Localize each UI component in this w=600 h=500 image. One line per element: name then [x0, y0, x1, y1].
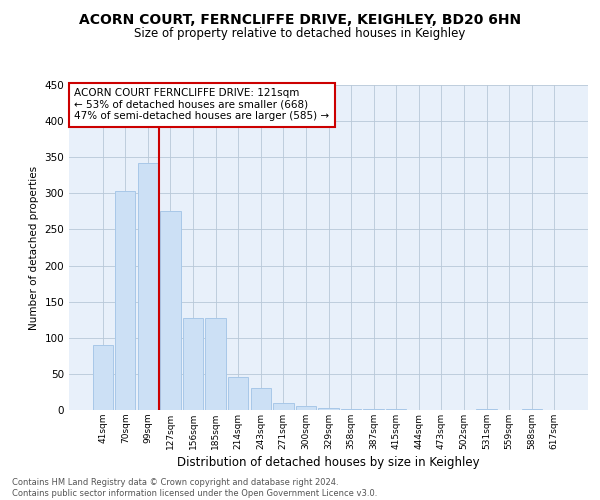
Bar	[341, 408, 361, 410]
Bar	[319, 408, 338, 410]
Y-axis label: Number of detached properties: Number of detached properties	[29, 166, 39, 330]
Bar	[251, 388, 271, 410]
Text: ACORN COURT FERNCLIFFE DRIVE: 121sqm
← 53% of detached houses are smaller (668)
: ACORN COURT FERNCLIFFE DRIVE: 121sqm ← 5…	[74, 88, 329, 122]
Bar	[296, 406, 316, 410]
Bar	[228, 377, 248, 410]
Text: ACORN COURT, FERNCLIFFE DRIVE, KEIGHLEY, BD20 6HN: ACORN COURT, FERNCLIFFE DRIVE, KEIGHLEY,…	[79, 12, 521, 26]
Bar	[273, 403, 293, 410]
Bar	[115, 191, 136, 410]
Bar	[92, 345, 113, 410]
Text: Size of property relative to detached houses in Keighley: Size of property relative to detached ho…	[134, 28, 466, 40]
Bar	[160, 212, 181, 410]
Bar	[138, 163, 158, 410]
Bar	[205, 318, 226, 410]
Text: Contains HM Land Registry data © Crown copyright and database right 2024.
Contai: Contains HM Land Registry data © Crown c…	[12, 478, 377, 498]
X-axis label: Distribution of detached houses by size in Keighley: Distribution of detached houses by size …	[177, 456, 480, 469]
Bar	[183, 318, 203, 410]
